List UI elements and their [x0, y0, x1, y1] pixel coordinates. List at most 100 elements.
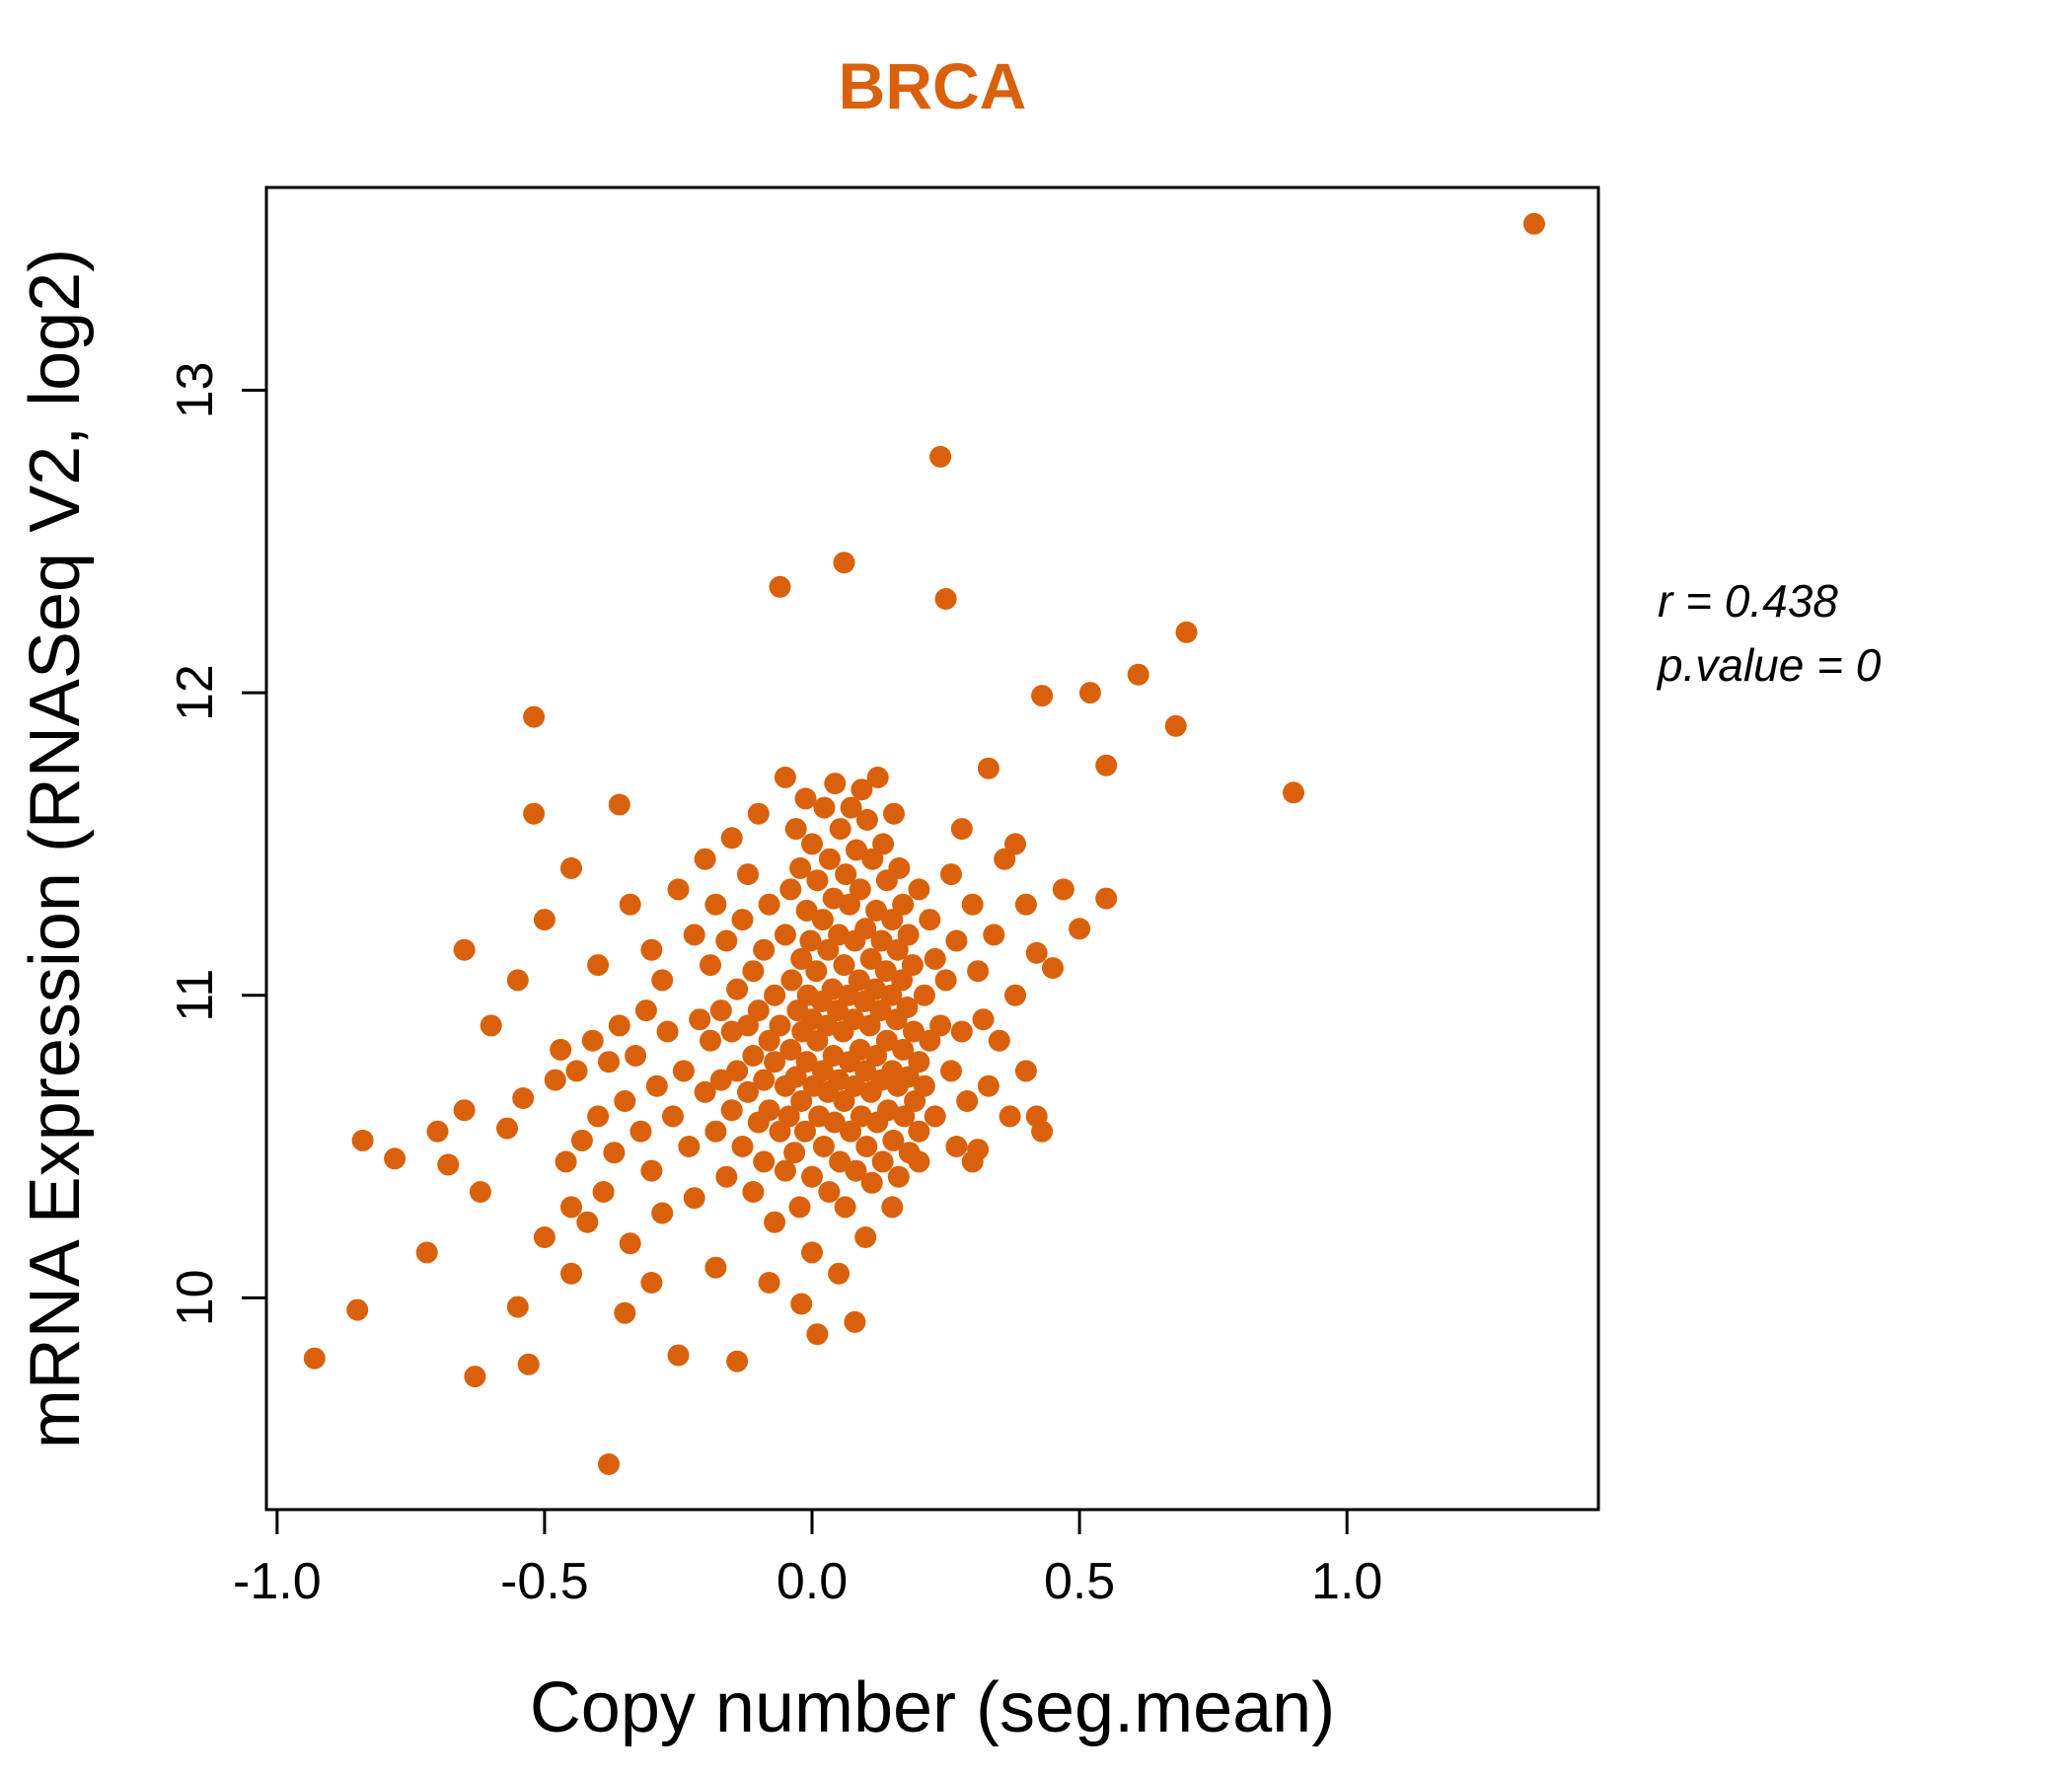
data-point: [844, 1310, 866, 1333]
data-point: [967, 1139, 990, 1161]
data-point: [888, 856, 911, 879]
data-point: [886, 938, 909, 961]
data-point: [523, 802, 546, 825]
data-point: [731, 1136, 754, 1157]
data-point: [860, 1171, 883, 1194]
data-point: [1004, 984, 1026, 1006]
data-point: [346, 1298, 369, 1321]
data-point: [865, 899, 888, 922]
data-point: [945, 1136, 968, 1157]
data-point: [683, 1187, 705, 1210]
data-point: [961, 893, 984, 916]
data-point: [565, 1060, 588, 1082]
data-point: [795, 1051, 818, 1073]
data-point: [619, 893, 641, 916]
x-tick-label: 0.5: [1044, 1553, 1115, 1610]
data-point: [560, 1262, 582, 1285]
data-point: [839, 893, 860, 916]
data-point: [774, 766, 796, 788]
data-point: [753, 1069, 776, 1091]
data-point: [747, 802, 770, 825]
data-point: [700, 954, 721, 977]
data-point: [533, 909, 555, 931]
data-point: [774, 1159, 796, 1182]
data-point: [859, 947, 882, 970]
data-point: [619, 1232, 641, 1255]
data-point: [1014, 1060, 1037, 1082]
data-point: [846, 839, 867, 861]
data-point: [576, 1211, 599, 1233]
data-point: [875, 1029, 898, 1052]
data-point: [882, 1129, 905, 1151]
data-point: [645, 1074, 668, 1097]
data-point: [753, 1150, 776, 1173]
data-point: [811, 909, 834, 931]
data-point: [709, 1069, 732, 1091]
data-point: [560, 1196, 582, 1219]
data-point: [794, 787, 817, 810]
data-point: [1283, 781, 1304, 804]
data-point: [972, 1008, 995, 1031]
data-point: [851, 778, 873, 801]
data-point: [908, 1051, 930, 1073]
data-point: [384, 1147, 407, 1170]
data-point: [769, 1014, 791, 1037]
data-point: [523, 705, 546, 728]
data-point: [426, 1120, 449, 1143]
data-point: [1069, 918, 1091, 940]
data-point: [694, 848, 716, 870]
data-point: [999, 1105, 1021, 1128]
data-point: [598, 1453, 620, 1475]
data-point: [608, 793, 630, 816]
data-point: [950, 818, 973, 841]
data-point: [469, 1181, 491, 1203]
data-point: [871, 1150, 894, 1173]
data-point: [903, 1020, 925, 1043]
y-axis-ticks: 10 11 12 13: [167, 362, 266, 1326]
data-point: [924, 1105, 946, 1128]
data-point: [924, 947, 946, 970]
data-point: [897, 1066, 920, 1088]
data-point: [453, 938, 476, 961]
data-point: [634, 999, 657, 1022]
data-point: [640, 938, 663, 961]
data-point: [919, 909, 941, 931]
data-point: [994, 848, 1016, 870]
data-point: [464, 1366, 486, 1388]
data-point: [988, 1029, 1010, 1052]
y-tick-label: 12: [167, 664, 224, 721]
data-point: [827, 999, 849, 1022]
data-point: [709, 999, 732, 1022]
data-point: [769, 575, 791, 598]
scatter-points: [303, 212, 1545, 1475]
data-point: [855, 808, 878, 831]
data-point: [779, 878, 802, 901]
data-point: [1164, 714, 1187, 737]
data-point: [929, 1014, 952, 1037]
data-point: [496, 1117, 518, 1140]
data-point: [829, 818, 851, 841]
data-point: [950, 1020, 973, 1043]
data-point: [806, 869, 829, 892]
data-point: [720, 1099, 743, 1122]
data-point: [1127, 663, 1149, 686]
data-point: [887, 1165, 910, 1188]
data-point: [614, 1301, 636, 1324]
data-point: [811, 1060, 834, 1082]
data-point: [758, 893, 780, 916]
data-point: [835, 863, 857, 886]
data-point: [603, 1142, 626, 1164]
data-point: [662, 1105, 684, 1128]
data-point: [790, 1090, 813, 1112]
data-point: [854, 1060, 877, 1082]
data-point: [891, 969, 914, 992]
data-point: [453, 1099, 476, 1122]
plot-box: [264, 185, 1600, 1512]
data-point: [704, 893, 727, 916]
data-point: [780, 969, 803, 992]
x-tick-label: 0.0: [777, 1553, 848, 1610]
data-point: [506, 969, 529, 992]
data-point: [881, 909, 904, 931]
data-point: [700, 1029, 721, 1052]
data-point: [913, 1074, 935, 1097]
